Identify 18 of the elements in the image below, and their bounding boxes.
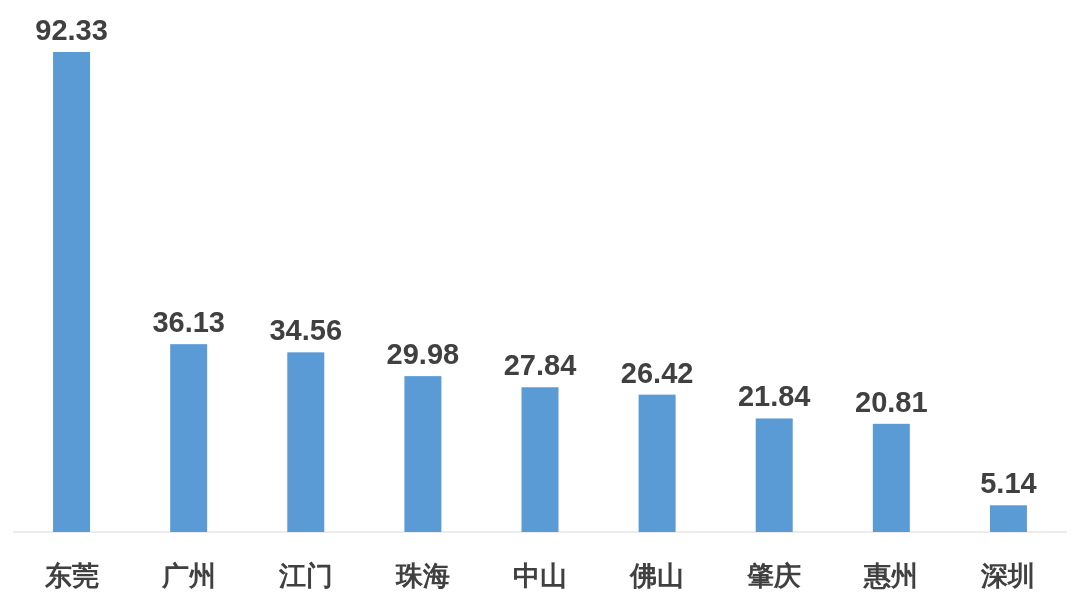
data-label: 26.42 (620, 356, 694, 389)
x-tick-label: 惠州 (863, 561, 919, 591)
x-tick-label: 深圳 (980, 561, 1036, 591)
data-label: 34.56 (269, 314, 343, 347)
data-label: 29.98 (386, 338, 460, 371)
x-tick-label: 珠海 (394, 561, 450, 591)
data-label: 27.84 (503, 349, 577, 382)
data-label: 92.33 (35, 14, 108, 46)
x-tick-label: 肇庆 (746, 561, 802, 591)
data-label: 36.13 (152, 306, 225, 339)
x-tick-label: 广州 (160, 561, 216, 591)
x-tick-label: 中山 (513, 561, 567, 591)
data-label: 5.14 (980, 467, 1037, 500)
x-tick-label: 东莞 (43, 561, 99, 591)
x-tick-label: 佛山 (629, 561, 685, 591)
x-tick-label: 江门 (277, 561, 333, 591)
data-label: 21.84 (737, 380, 811, 413)
data-label: 20.81 (855, 385, 928, 418)
